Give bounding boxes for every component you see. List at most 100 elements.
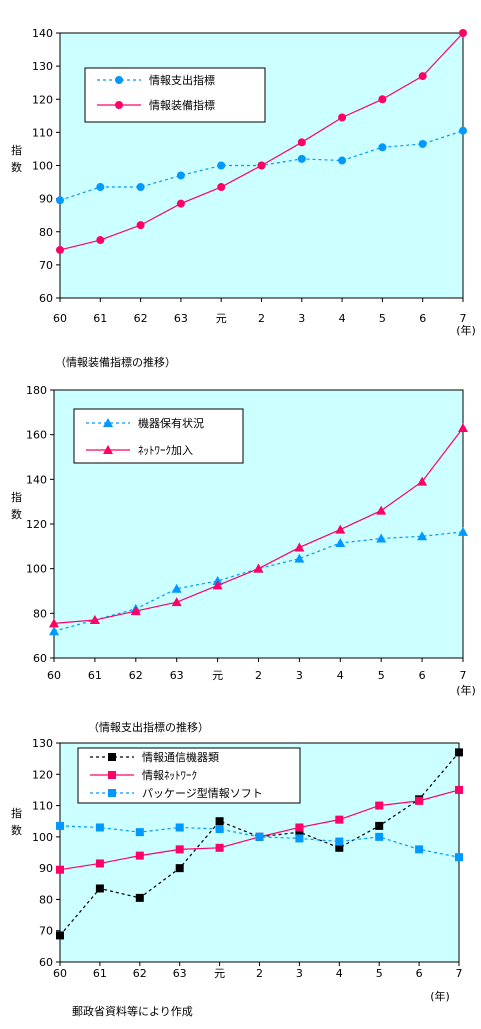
chart1-series-2-point xyxy=(56,245,64,254)
chart3-y-axis-label: 指 xyxy=(11,806,22,820)
chart1-series-1-point xyxy=(297,154,306,163)
chart2-series-1-point xyxy=(417,531,428,541)
chart3-y-tick-label: 90 xyxy=(39,862,53,875)
chart1-series-1-point xyxy=(176,171,185,180)
chart3-y-tick-label: 70 xyxy=(39,925,53,938)
chart3-x-tick-label: 3 xyxy=(296,967,303,980)
chart3-series-3-point xyxy=(255,832,264,841)
chart3-x-unit: (年) xyxy=(430,989,450,1003)
chart1-y-tick-label: 60 xyxy=(39,292,53,305)
chart1-series-1-point xyxy=(96,183,105,192)
chart2-series-2-point xyxy=(171,597,182,607)
chart1-legend-marker xyxy=(115,76,123,84)
chart1-series-2-point xyxy=(418,72,427,81)
chart2-x-tick-label: 61 xyxy=(88,669,102,682)
chart1-x-unit: (年) xyxy=(456,323,476,337)
chart3-legend-marker xyxy=(108,789,116,797)
chart1-series-1-point xyxy=(378,143,387,152)
chart3-series-1-point xyxy=(375,821,384,830)
chart2-y-axis-label: 数 xyxy=(11,508,22,521)
chart1-x-tick-label: 2 xyxy=(258,312,265,325)
chart3-series-1-point xyxy=(215,817,224,826)
chart3-series-3-point xyxy=(56,821,64,830)
chart1-y-tick-label: 70 xyxy=(39,259,53,272)
chart2-legend-label: 機器保有状況 xyxy=(138,416,204,430)
chart2-y-tick-label: 140 xyxy=(26,473,47,486)
chart2-title: （情報装備指標の推移） xyxy=(55,355,176,369)
chart1-x-tick-label: 4 xyxy=(339,312,346,325)
chart3-x-tick-label: 61 xyxy=(93,967,107,980)
chart1-series-2-point xyxy=(136,221,145,230)
chart2-y-axis-label: 指 xyxy=(11,490,22,504)
chart1-y-axis-label: 指 xyxy=(11,143,22,157)
chart1-series-2-point xyxy=(459,29,467,37)
chart3-series-3-point xyxy=(215,825,224,834)
chart3-series-3-point xyxy=(375,832,384,841)
chart2-series-2-point xyxy=(212,580,223,590)
chart3-x-tick-label: 5 xyxy=(376,967,383,980)
chart3-x-tick-label: 元 xyxy=(214,967,225,980)
chart3-series-2-point xyxy=(335,815,344,824)
chart3-series-3-point xyxy=(95,823,104,832)
chart3-y-tick-label: 100 xyxy=(32,831,53,844)
chart2-series-2-point xyxy=(130,606,141,616)
chart3-series-1-point xyxy=(455,748,463,757)
chart3-series-2-point xyxy=(455,785,463,794)
chart1-legend-label: 情報装備指標 xyxy=(149,98,215,112)
chart3-series-2-point xyxy=(415,796,424,805)
chart1-x-tick-label: 元 xyxy=(216,312,227,325)
chart3-series-1-point xyxy=(175,864,184,873)
chart2-legend-marker xyxy=(103,445,113,454)
chart2-series-2-point xyxy=(458,422,468,432)
chart2-legend xyxy=(73,408,244,464)
chart1-x-tick-label: 61 xyxy=(93,312,107,325)
chart3-series-3-point xyxy=(135,828,144,837)
chart1-x-tick-label: 62 xyxy=(134,312,148,325)
chart3-legend-marker xyxy=(108,771,116,779)
chart3-series-1-point xyxy=(135,893,144,902)
chart1-y-tick-label: 110 xyxy=(32,126,53,139)
chart2-y-tick-label: 180 xyxy=(26,384,47,397)
chart2-series-2-point xyxy=(376,505,387,515)
chart3-series-2-point xyxy=(135,851,144,860)
chart1-series-1-point xyxy=(136,183,145,192)
chart3-legend-marker xyxy=(108,753,116,761)
chart3-series-2-point xyxy=(56,865,64,874)
chart1-series-1-point xyxy=(459,126,467,135)
chart2-x-tick-label: 2 xyxy=(255,669,262,682)
chart1-series-2-point xyxy=(176,199,185,208)
chart3-series-3-point xyxy=(455,853,463,862)
chart2-plot-area xyxy=(53,389,464,659)
chart1-series-1-point xyxy=(56,196,64,205)
chart1-x-tick-label: 7 xyxy=(460,312,467,325)
chart1-x-tick-label: 3 xyxy=(298,312,305,325)
chart3-series-3-point xyxy=(335,837,344,846)
chart3-series-3-point xyxy=(175,823,184,832)
chart3-x-tick-label: 6 xyxy=(416,967,423,980)
chart3-y-tick-label: 110 xyxy=(32,800,53,813)
chart1-y-tick-label: 100 xyxy=(32,160,53,173)
chart3-series-3-point xyxy=(415,845,424,854)
chart2-legend-label: ﾈｯﾄﾜｰｸ加入 xyxy=(138,444,193,457)
chart3-series-3-point xyxy=(295,834,304,843)
chart3-series-2-point xyxy=(95,859,104,868)
chart2-legend-marker xyxy=(103,418,113,427)
chart3-series-1-point xyxy=(295,828,304,837)
chart1-x-tick-label: 5 xyxy=(379,312,386,325)
chart1-y-axis-label: 数 xyxy=(11,161,22,174)
chart1-series-1-point xyxy=(217,161,226,170)
chart3-title: （情報支出指標の推移） xyxy=(88,720,209,734)
chart3-x-tick-label: 7 xyxy=(456,967,463,980)
chart3-series-1-point xyxy=(335,843,344,852)
chart2-series-2-point xyxy=(253,563,264,573)
chart2-x-tick-label: 7 xyxy=(460,669,467,682)
chart2-x-tick-label: 63 xyxy=(170,669,184,682)
chart3-x-tick-label: 60 xyxy=(53,967,67,980)
chart2-series-1-point xyxy=(335,537,346,547)
chart2-x-tick-label: 5 xyxy=(378,669,385,682)
chart2-series-2-point xyxy=(89,615,100,625)
chart1-y-tick-label: 140 xyxy=(32,27,53,40)
chart2-series-1-point xyxy=(49,626,59,636)
chart2-x-tick-label: 元 xyxy=(212,669,223,682)
